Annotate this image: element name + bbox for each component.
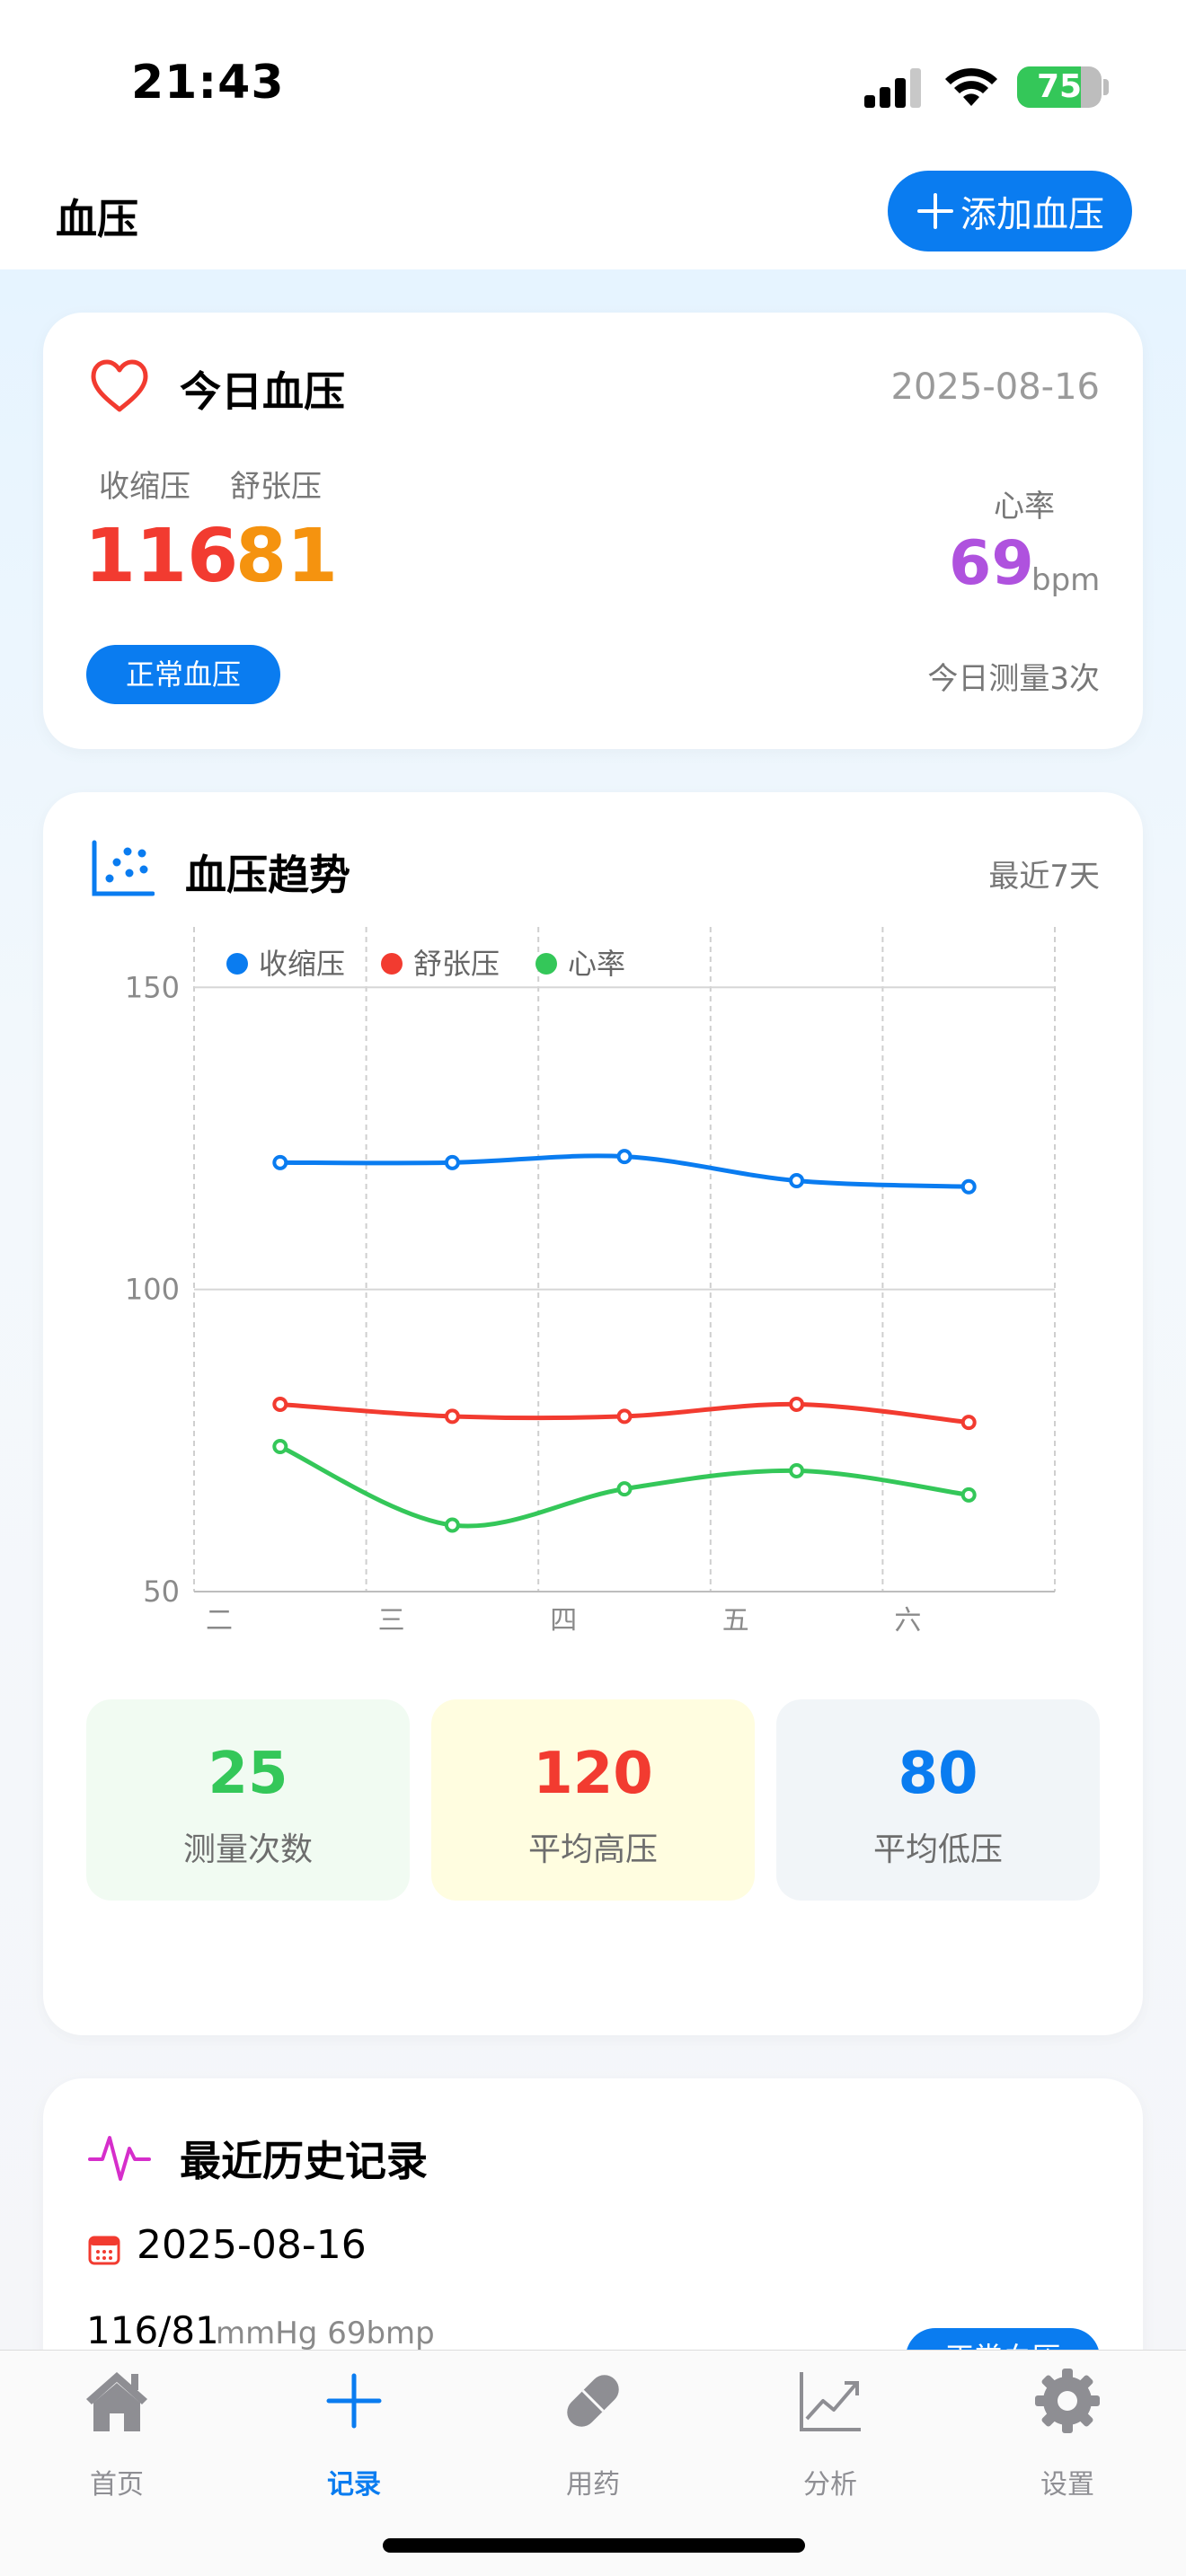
- heart-rate-unit: bpm: [1031, 562, 1101, 598]
- chart-x-tick-label: 六: [894, 1605, 921, 1636]
- pill-icon: [567, 2375, 619, 2427]
- chart-data-point: [960, 1486, 977, 1503]
- chart-x-tick-label: 二: [206, 1605, 233, 1636]
- heart-rate-label: 心率: [994, 489, 1055, 525]
- trend-range: 最近7天: [988, 859, 1100, 895]
- history-title: 最近历史记录: [180, 2137, 428, 2185]
- systolic-value: 116: [84, 514, 239, 599]
- chart-x-tick-label: 四: [550, 1605, 577, 1636]
- stat-value: 25: [208, 1741, 288, 1807]
- today-date: 2025-08-16: [890, 366, 1100, 408]
- heart-icon: [91, 359, 148, 412]
- scatter-chart-icon: [92, 840, 155, 896]
- today-card: 今日血压 2025-08-16 收缩压 舒张压 116 81 心率 69 bpm…: [43, 313, 1143, 749]
- chart-data-point: [444, 1517, 460, 1533]
- chart-line-icon: [800, 2372, 861, 2431]
- stat-label: 平均高压: [527, 1831, 658, 1868]
- tab-label: 分析: [803, 2469, 857, 2501]
- scroll-content[interactable]: 今日血压 2025-08-16 收缩压 舒张压 116 81 心率 69 bpm…: [0, 269, 1186, 2350]
- history-status-badge: 正常血压: [906, 2328, 1100, 2350]
- home-icon: [86, 2372, 147, 2431]
- history-date: 2025-08-16: [137, 2222, 367, 2268]
- trend-title: 血压趋势: [185, 851, 350, 899]
- battery-fill: [1017, 66, 1081, 108]
- chart-data-point: [616, 1408, 633, 1425]
- stat-measure-count: 25 测量次数: [86, 1699, 410, 1901]
- chart-y-tick-label: 100: [125, 1273, 180, 1307]
- battery-indicator: 75: [1017, 66, 1102, 108]
- tab-label: 首页: [90, 2469, 144, 2501]
- status-badge: 正常血压: [86, 645, 280, 704]
- chart-data-point: [616, 1481, 633, 1497]
- heart-rate-value: 69: [949, 528, 1034, 599]
- tab-record[interactable]: 记录: [264, 2367, 444, 2501]
- chart-legend-marker: [535, 953, 557, 975]
- plus-icon: [326, 2373, 382, 2429]
- chart-data-point: [616, 1149, 633, 1165]
- history-unit: mmHg 69bmp: [216, 2316, 435, 2350]
- chart-y-tick-label: 50: [143, 1575, 180, 1609]
- diastolic-label: 舒张压: [230, 469, 322, 505]
- stat-avg-diastolic: 80 平均低压: [776, 1699, 1100, 1901]
- wifi-icon: [945, 67, 997, 106]
- history-card: 最近历史记录 2025-08-16 116/81 mmHg 69bmp 正常血压: [43, 2078, 1143, 2350]
- tab-label: 设置: [1040, 2469, 1094, 2501]
- stat-label: 平均低压: [872, 1831, 1003, 1868]
- gear-icon: [1035, 2369, 1100, 2433]
- trend-line-chart: 50 100 150 二 三 四 五 六 收缩压 舒张压 心率: [125, 927, 1056, 1636]
- chart-data-point: [789, 1173, 805, 1189]
- plus-icon: [917, 193, 953, 229]
- today-title: 今日血压: [180, 367, 345, 416]
- tab-label: 用药: [566, 2469, 620, 2501]
- battery-percent: 75: [1036, 68, 1083, 105]
- chart-data-point: [272, 1396, 288, 1412]
- chart-x-tick-label: 五: [722, 1605, 749, 1636]
- tab-label: 记录: [327, 2469, 381, 2501]
- diastolic-value: 81: [235, 514, 339, 599]
- stat-value: 80: [898, 1741, 978, 1807]
- tab-medication[interactable]: 用药: [503, 2367, 683, 2501]
- chart-data-point: [272, 1439, 288, 1455]
- tab-settings[interactable]: 设置: [978, 2367, 1157, 2501]
- header: 血压 添加血压: [0, 162, 1186, 269]
- chart-legend-label: 收缩压: [259, 947, 345, 981]
- chart-data-point: [960, 1178, 977, 1195]
- tab-analysis[interactable]: 分析: [740, 2367, 920, 2501]
- tab-home[interactable]: 首页: [27, 2367, 207, 2501]
- add-button-label: 添加血压: [960, 194, 1104, 235]
- chart-legend-marker: [226, 953, 248, 975]
- add-blood-pressure-button[interactable]: 添加血压: [888, 171, 1132, 251]
- stat-value: 120: [533, 1741, 653, 1807]
- chart-x-tick-label: 三: [378, 1605, 405, 1636]
- home-indicator: [383, 2538, 805, 2553]
- history-reading: 116/81: [86, 2308, 219, 2350]
- stat-avg-systolic: 120 平均高压: [431, 1699, 755, 1901]
- trend-card: 血压趋势 最近7天 50 100 150 二三四五六收缩压 舒张压 心率 25 测量次数 …: [43, 792, 1143, 2035]
- chart-data-point: [444, 1408, 460, 1425]
- chart-data-point: [789, 1396, 805, 1412]
- chart-data-point: [272, 1154, 288, 1170]
- chart-data-point: [960, 1415, 977, 1431]
- systolic-label: 收缩压: [99, 469, 190, 505]
- chart-data-point: [444, 1154, 460, 1170]
- battery-cap: [1103, 79, 1109, 95]
- page-title: 血压: [56, 195, 138, 243]
- cellular-signal-icon: [864, 68, 921, 108]
- chart-data-point: [789, 1462, 805, 1478]
- calendar-icon: [88, 2236, 120, 2265]
- chart-y-tick-label: 150: [125, 970, 180, 1004]
- status-time: 21:43: [131, 56, 285, 110]
- chart-legend-marker: [381, 953, 403, 975]
- today-measure-count: 今日测量3次: [927, 661, 1100, 697]
- status-bar: 21:43 75: [0, 0, 1186, 162]
- chart-legend-label: 心率: [568, 947, 625, 981]
- pulse-icon: [88, 2136, 151, 2181]
- chart-legend-label: 舒张压: [413, 947, 500, 981]
- stat-label: 测量次数: [182, 1831, 313, 1868]
